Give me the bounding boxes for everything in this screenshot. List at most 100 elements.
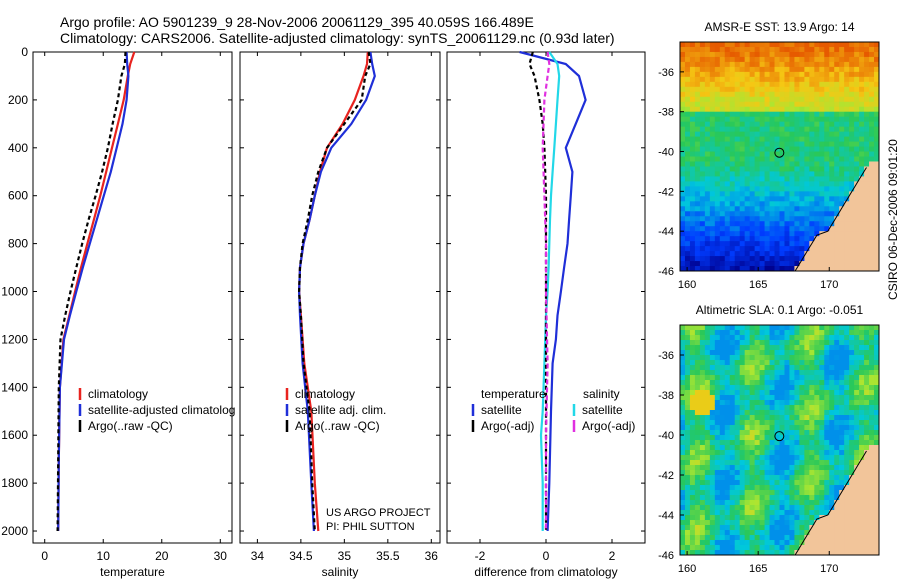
- map-cell: [719, 86, 726, 93]
- map-cell: [809, 455, 815, 461]
- map-cell: [849, 420, 855, 426]
- map-cell: [739, 470, 746, 476]
- map-cell: [869, 435, 875, 441]
- map-cell: [704, 350, 711, 356]
- map-cell: [844, 435, 850, 441]
- map-cell: [819, 221, 825, 227]
- map-cell: [764, 475, 771, 481]
- map-cell: [829, 196, 835, 202]
- map-cell: [734, 390, 741, 396]
- map-cell: [819, 116, 825, 123]
- map-cell: [789, 186, 795, 192]
- map-cell: [699, 435, 706, 441]
- map-cell: [684, 166, 691, 172]
- map-cell: [784, 176, 790, 182]
- map-cell: [774, 101, 780, 108]
- map-cell: [724, 191, 731, 197]
- map-cell: [849, 360, 855, 366]
- map-cell: [814, 71, 820, 78]
- map-cell: [849, 380, 855, 386]
- map-cell: [799, 480, 805, 486]
- map-cell: [694, 81, 701, 88]
- map-cell: [874, 86, 880, 93]
- map-cell: [869, 46, 875, 53]
- map-cell: [849, 370, 855, 376]
- map-cell: [724, 101, 731, 108]
- map-cell: [814, 221, 820, 227]
- map-cell: [864, 335, 870, 341]
- map-cell: [724, 251, 731, 257]
- map-cell: [774, 106, 780, 113]
- map-cell: [694, 126, 701, 133]
- map-cell: [744, 61, 751, 68]
- map-cell: [699, 211, 706, 217]
- map-cell: [694, 330, 701, 336]
- map-cell: [719, 131, 726, 138]
- map-cell: [719, 246, 726, 252]
- map-cell: [739, 251, 746, 257]
- map-cell: [729, 495, 736, 501]
- map-cell: [819, 171, 825, 177]
- map-cell: [849, 256, 855, 262]
- map-cell: [680, 475, 686, 481]
- map-cell: [819, 550, 825, 556]
- map-cell: [724, 385, 731, 391]
- map-cell: [794, 530, 800, 536]
- map-cell: [824, 350, 830, 356]
- map-cell: [874, 121, 880, 128]
- map-cell: [794, 141, 800, 148]
- map-cell: [704, 42, 711, 48]
- map-cell: [844, 485, 850, 491]
- map-cell: [689, 395, 696, 401]
- map-cell: [794, 335, 800, 341]
- map-cell: [834, 156, 840, 162]
- map-cell: [799, 46, 805, 53]
- map-cell: [704, 56, 711, 63]
- map-cell: [804, 76, 810, 83]
- map-cell: [734, 221, 741, 227]
- map-cell: [859, 330, 865, 336]
- map-cell: [779, 480, 785, 486]
- map-cell: [744, 111, 751, 118]
- map-cell: [794, 365, 800, 371]
- map-cell: [784, 156, 790, 162]
- map-cell: [874, 440, 880, 446]
- map-cell: [854, 400, 860, 406]
- map-cell: [809, 430, 815, 436]
- map-cell: [769, 460, 776, 466]
- map-cell: [774, 535, 780, 541]
- map-cell: [694, 201, 701, 207]
- map-cell: [829, 51, 835, 58]
- map-cell: [829, 96, 835, 103]
- map-cell: [689, 430, 696, 436]
- map-cell: [829, 241, 835, 247]
- map-cell: [814, 395, 820, 401]
- map-cell: [809, 51, 815, 58]
- map-cell: [824, 181, 830, 187]
- map-cell: [719, 325, 726, 331]
- map-cell: [779, 266, 785, 272]
- map-cell: [859, 241, 865, 247]
- map-cell: [849, 166, 855, 172]
- map-cell: [844, 51, 850, 58]
- map-cell: [789, 440, 795, 446]
- map-cell: [824, 141, 830, 148]
- map-cell: [769, 156, 776, 162]
- map-cell: [744, 345, 751, 351]
- map-cell: [849, 186, 855, 192]
- map-cell: [724, 61, 731, 68]
- map-cell: [864, 176, 870, 182]
- map-cell: [864, 196, 870, 202]
- map-cell: [724, 241, 731, 247]
- map-cell: [789, 181, 795, 187]
- map-cell: [724, 390, 731, 396]
- map-cell: [799, 365, 805, 371]
- map-cell: [834, 480, 840, 486]
- map-cell: [699, 241, 706, 247]
- map-cell: [779, 101, 785, 108]
- map-cell: [819, 400, 825, 406]
- map-cell: [739, 66, 746, 73]
- map-cell: [789, 425, 795, 431]
- map-cell: [804, 375, 810, 381]
- map-cell: [684, 535, 691, 541]
